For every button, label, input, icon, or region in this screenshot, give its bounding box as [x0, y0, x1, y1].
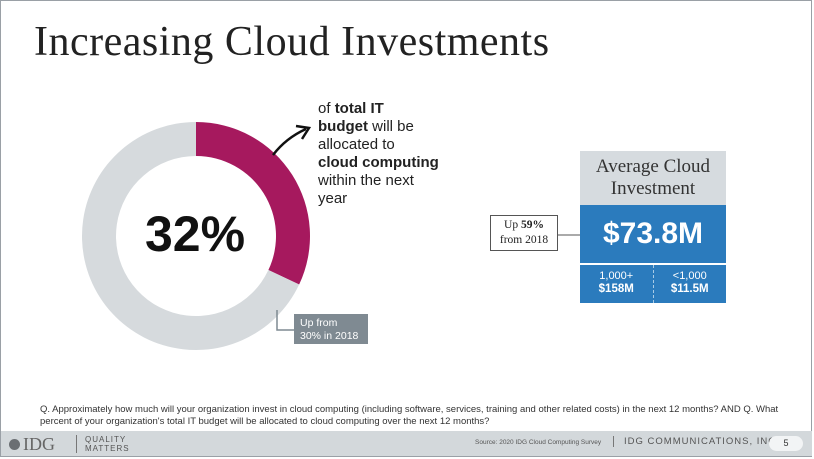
page-number: 5	[769, 436, 803, 451]
arrow-layer	[272, 124, 580, 331]
idg-logo: IDG	[9, 434, 55, 455]
large-company-label: 1,000+	[599, 270, 634, 282]
average-investment-value: $73.8M	[580, 205, 726, 263]
up-from-line1: Up from	[300, 317, 338, 329]
callout-will-be: will be	[368, 118, 414, 135]
callout-of: of	[318, 100, 335, 117]
tagline-line2: MATTERS	[85, 444, 130, 453]
callout-arrowhead-icon	[295, 124, 312, 140]
small-company-value: $11.5M	[670, 283, 709, 295]
callout-year: year	[318, 190, 348, 207]
growth-pct: 59%	[520, 219, 544, 231]
company-name: IDG COMMUNICATIONS, INC.	[613, 436, 780, 447]
average-investment-title: Average Cloud Investment	[580, 151, 726, 205]
up-from-connector	[276, 310, 294, 331]
avg-title-line2: Investment	[610, 178, 696, 199]
callout-text: of total IT budget will be allocated to …	[318, 100, 468, 208]
callout-total-it: total IT	[334, 100, 384, 117]
survey-question: Q. Approximately how much will your orga…	[40, 404, 779, 427]
small-company-column: <1,000 $11.5M	[652, 265, 727, 303]
growth-up: Up	[504, 219, 521, 231]
center-percentage: 32%	[144, 206, 246, 262]
slide-title: Increasing Cloud Investments	[34, 19, 550, 65]
source-note: Source: 2020 IDG Cloud Computing Survey	[475, 439, 602, 446]
slice-remaining	[82, 122, 300, 350]
average-investment-card: Average Cloud Investment $73.8M 1,000+ $…	[580, 151, 726, 303]
growth-badge: Up 59% from 2018	[490, 215, 558, 251]
avg-title-line1: Average Cloud	[595, 156, 711, 177]
idg-logo-text: IDG	[23, 434, 55, 454]
up-from-badge: Up from 30% in 2018	[294, 314, 368, 344]
footer-bar: IDG QUALITY MATTERS Source: 2020 IDG Clo…	[1, 431, 812, 456]
idg-logo-mark	[9, 439, 20, 450]
small-company-label: <1,000	[672, 270, 707, 282]
callout-cloud-computing: cloud computing	[318, 154, 439, 171]
slice-cloud-share	[196, 122, 311, 285]
tagline: QUALITY MATTERS	[76, 435, 130, 453]
large-company-column: 1,000+ $158M	[580, 265, 653, 303]
up-from-line2: 30% in 2018	[300, 330, 359, 342]
company-size-split: 1,000+ $158M <1,000 $11.5M	[580, 265, 726, 303]
callout-within-next: within the next	[318, 172, 414, 189]
large-company-value: $158M	[598, 283, 634, 295]
tagline-line1: QUALITY	[85, 435, 127, 444]
callout-budget: budget	[318, 118, 368, 135]
callout-allocated-to: allocated to	[318, 136, 395, 153]
growth-from: from 2018	[499, 234, 549, 246]
callout-arrow-icon	[272, 127, 307, 156]
